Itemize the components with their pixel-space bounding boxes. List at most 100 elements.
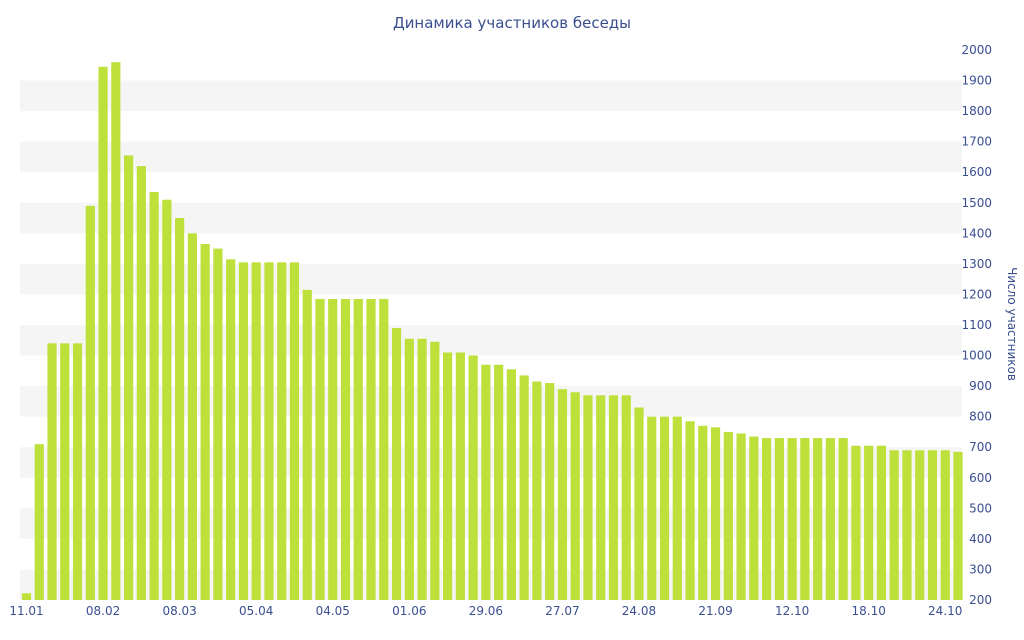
x-tick-label: 29.06 <box>469 604 503 618</box>
y-tick-label: 300 <box>969 562 992 576</box>
bar <box>800 438 810 600</box>
bar <box>289 262 300 600</box>
bar <box>685 421 695 600</box>
bar <box>21 593 32 600</box>
bar <box>710 427 721 600</box>
y-tick-label: 1000 <box>961 349 992 363</box>
bar <box>851 445 861 600</box>
bar <box>736 433 746 600</box>
y-tick-label: 1400 <box>961 226 992 240</box>
bar <box>494 364 504 600</box>
y-tick-label: 1700 <box>961 135 992 149</box>
y-tick-label: 800 <box>969 410 992 424</box>
y-tick-label: 1300 <box>961 257 992 271</box>
y-tick-label: 200 <box>969 593 992 607</box>
bar <box>723 431 733 600</box>
bar <box>417 338 427 600</box>
bar <box>532 381 542 600</box>
bar <box>123 155 134 601</box>
bar <box>838 438 848 600</box>
y-tick-label: 1900 <box>961 74 992 88</box>
bar <box>583 395 593 600</box>
bar <box>85 205 95 600</box>
bar <box>813 438 823 600</box>
grid-band <box>20 263 962 295</box>
chart-title: Динамика участников беседы <box>393 14 631 32</box>
x-tick-label: 24.08 <box>622 604 656 618</box>
bar <box>111 62 121 601</box>
bar <box>927 450 938 600</box>
grid-band <box>20 141 962 173</box>
x-tick-label: 11.01 <box>9 604 43 618</box>
x-tick-label: 12.10 <box>775 604 809 618</box>
bar <box>404 338 414 600</box>
y-tick-label: 400 <box>969 532 992 546</box>
bar <box>762 438 772 600</box>
bar <box>455 352 465 600</box>
bar <box>902 450 912 600</box>
bar <box>519 375 529 600</box>
bar <box>60 343 70 600</box>
bar <box>149 192 159 600</box>
bar <box>366 299 376 600</box>
bar <box>876 445 887 600</box>
bars <box>21 62 963 601</box>
bar <box>391 328 402 600</box>
bar <box>187 233 197 600</box>
bar <box>443 352 453 600</box>
grid-band <box>20 202 962 234</box>
x-tick-label: 04.05 <box>316 604 350 618</box>
bar <box>468 355 478 600</box>
bar <box>634 407 644 600</box>
bar <box>264 262 274 600</box>
bar <box>825 438 835 600</box>
bar <box>379 299 389 600</box>
bar <box>430 341 440 600</box>
bar <box>277 262 287 600</box>
x-axis-ticks: 11.01 08.02 08.03 05.04 04.05 01.06 29.06 27.07… <box>9 604 962 618</box>
y-tick-label: 500 <box>969 501 992 515</box>
bar <box>340 299 351 600</box>
bar <box>953 451 963 600</box>
y-tick-label: 700 <box>969 440 992 454</box>
bar <box>889 450 899 600</box>
bar <box>940 450 950 600</box>
bar <box>672 416 682 600</box>
bar <box>200 244 210 600</box>
bar <box>608 395 619 600</box>
bar <box>545 383 555 600</box>
bar <box>213 248 223 601</box>
x-tick-label: 24.10 <box>928 604 962 618</box>
bar <box>72 343 83 600</box>
bar <box>34 444 44 600</box>
bar <box>621 395 631 600</box>
x-tick-label: 08.02 <box>86 604 120 618</box>
bar <box>315 299 325 600</box>
bar <box>98 66 108 600</box>
bar <box>774 438 784 600</box>
x-tick-label: 21.09 <box>698 604 732 618</box>
bar <box>557 389 568 600</box>
bar <box>328 299 338 600</box>
bar <box>698 425 708 600</box>
y-axis-title: Число участников <box>1005 267 1019 381</box>
bar <box>506 369 516 600</box>
grid-band <box>20 386 962 417</box>
x-tick-label: 18.10 <box>852 604 886 618</box>
x-tick-label: 08.03 <box>162 604 196 618</box>
y-tick-label: 1600 <box>961 165 992 179</box>
bar <box>226 259 236 600</box>
y-axis-ticks: 200 300 400 500 600 700 800 900 1000 1100 1200 1300… <box>961 43 992 607</box>
bar <box>647 416 657 600</box>
bar <box>302 289 312 600</box>
bar <box>749 436 759 600</box>
x-tick-label: 05.04 <box>239 604 273 618</box>
x-tick-label: 01.06 <box>392 604 426 618</box>
x-tick-label: 27.07 <box>545 604 579 618</box>
bar <box>251 262 261 600</box>
bar <box>238 262 249 600</box>
y-tick-label: 1500 <box>961 196 992 210</box>
bar <box>864 445 874 600</box>
grid-band <box>20 325 962 356</box>
